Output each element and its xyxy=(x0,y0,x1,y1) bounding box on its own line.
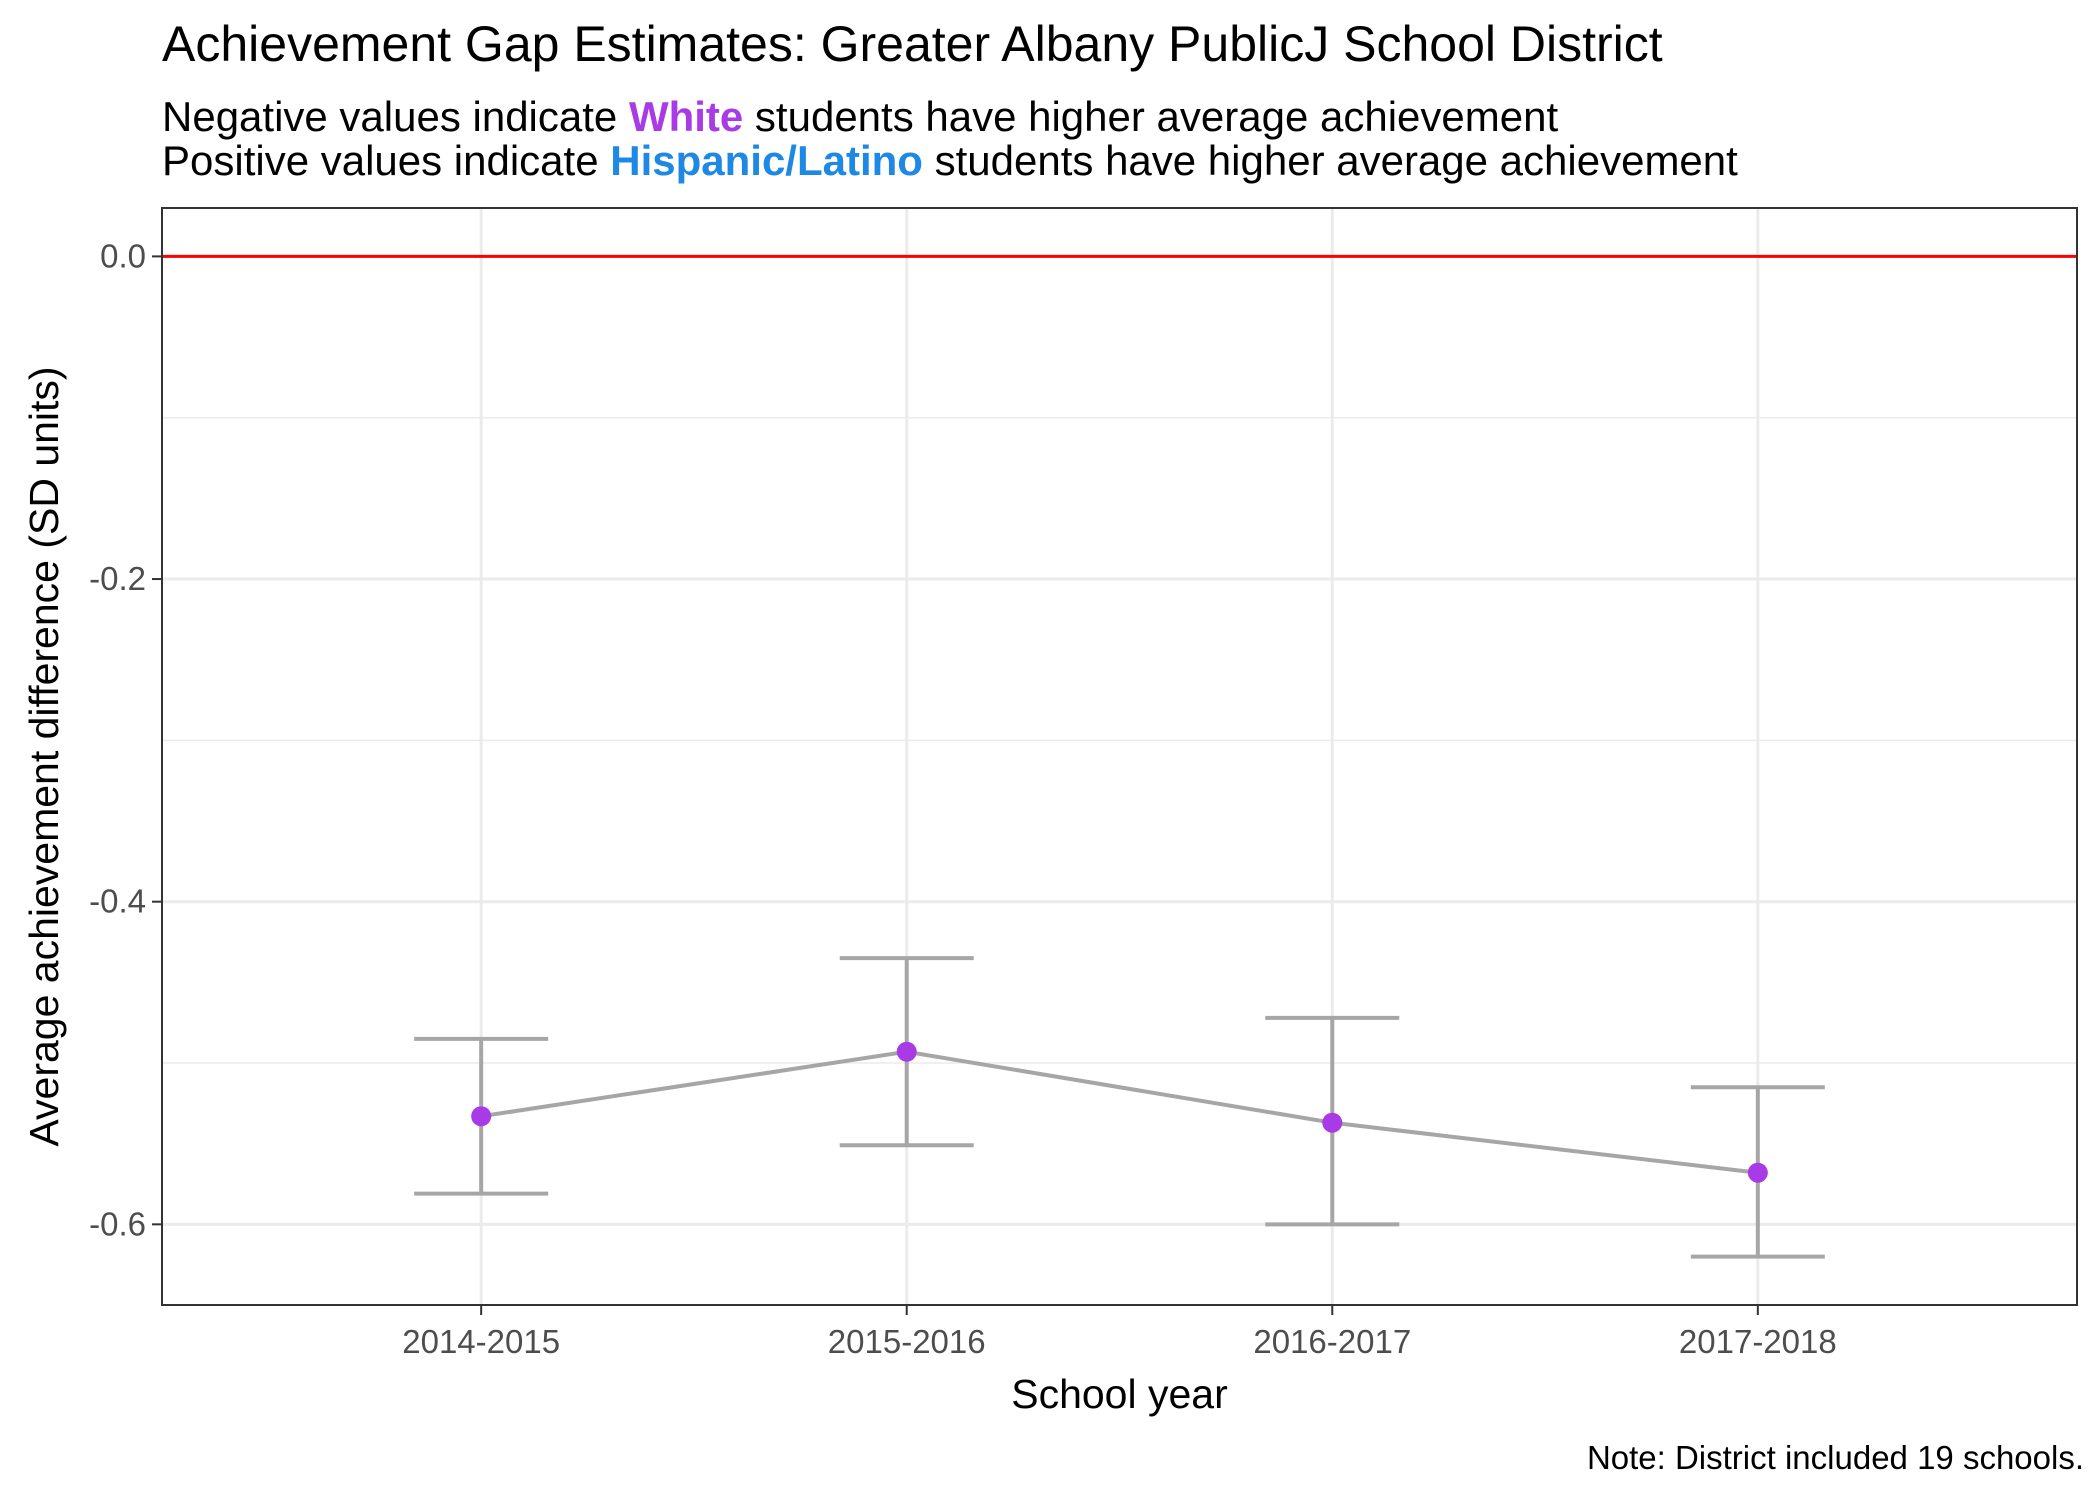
subtitle-line-1: Negative values indicate White students … xyxy=(162,94,1558,140)
x-tick-label: 2016-2017 xyxy=(1253,1323,1411,1360)
y-axis-title: Average achievement difference (SD units… xyxy=(21,366,67,1146)
subtitle-line-2-prefix: Positive values indicate xyxy=(162,137,611,184)
data-point xyxy=(471,1106,492,1127)
y-tick-label: -0.2 xyxy=(89,560,146,597)
x-axis-title: School year xyxy=(1011,1371,1228,1417)
footnote: Note: District included 19 schools. xyxy=(1586,1439,2084,1476)
y-tick-label: -0.6 xyxy=(89,1205,146,1242)
axis-layer: 0.0 -0.2 -0.4 -0.6 2014-2015 2015-2016 2016-20… xyxy=(89,237,1837,1360)
subtitle-hispanic-highlight: Hispanic/Latino xyxy=(610,137,923,184)
x-tick-label: 2014-2015 xyxy=(402,1323,560,1360)
subtitle-line-2: Positive values indicate Hispanic/Latino… xyxy=(162,138,1738,184)
data-point xyxy=(1322,1112,1343,1133)
subtitle-line-1-suffix: students have higher average achievement xyxy=(743,93,1559,140)
grid-layer xyxy=(162,208,2077,1305)
data-point xyxy=(896,1041,917,1062)
x-tick-label: 2015-2016 xyxy=(828,1323,986,1360)
y-tick-label: -0.4 xyxy=(89,883,146,920)
series-layer xyxy=(414,956,1825,1259)
chart-title: Achievement Gap Estimates: Greater Alban… xyxy=(162,16,1663,72)
subtitle-line-2-suffix: students have higher average achievement xyxy=(922,137,1738,184)
y-tick-label: 0.0 xyxy=(100,237,146,274)
subtitle-line-1-prefix: Negative values indicate xyxy=(162,93,629,140)
x-tick-label: 2017-2018 xyxy=(1679,1323,1837,1360)
data-point xyxy=(1747,1162,1768,1183)
panel-border xyxy=(161,207,2078,1306)
subtitle-white-highlight: White xyxy=(628,93,744,140)
series-line xyxy=(480,1049,1759,1175)
